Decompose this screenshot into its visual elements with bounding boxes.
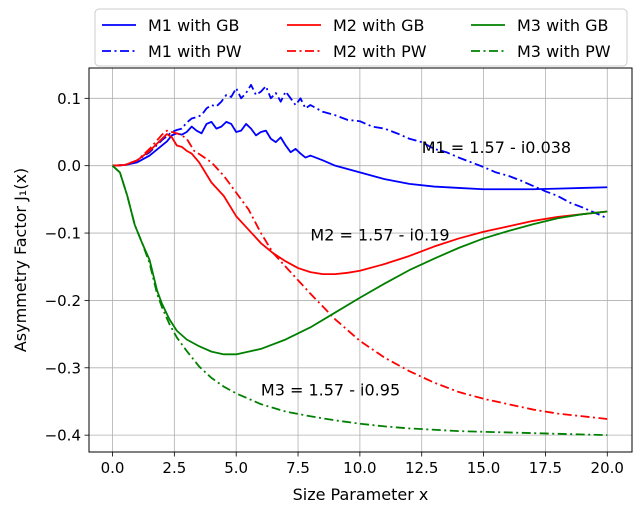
plot-area-frame — [88, 67, 633, 453]
axis-ticks: 0.0 2.5 5.0 7.5 10.0 12.5 15.0 17.5 20.0 −0.4 −0.3… — [45, 90, 624, 477]
series-line-m1-with-gb — [112, 120, 608, 191]
series-line-m3-with-gb — [111, 165, 608, 356]
x-tick-label: 20.0 — [591, 459, 624, 477]
series-line-m1-with-pw — [112, 83, 608, 220]
y-tick-label: −0.3 — [45, 359, 81, 377]
x-tick-label: 2.5 — [162, 459, 186, 477]
x-axis-label: Size Parameter x — [293, 485, 429, 504]
series-layer — [111, 83, 608, 437]
legend-entry-label: M3 with GB — [517, 16, 608, 35]
y-tick-label: 0.0 — [57, 157, 81, 175]
series-line-m3-with-pw — [111, 165, 608, 437]
x-tick-label: 15.0 — [467, 459, 500, 477]
legend-entry-label: M1 with PW — [148, 42, 242, 61]
x-tick-label: 0.0 — [101, 459, 125, 477]
annotations: M1 = 1.57 - i0.038 M2 = 1.57 - i0.19 M3 = … — [261, 138, 571, 400]
y-tick-label: −0.4 — [45, 427, 81, 445]
annotation-label: M2 = 1.57 - i0.19 — [310, 225, 449, 244]
x-tick-label: 17.5 — [529, 459, 562, 477]
x-tick-label: 5.0 — [224, 459, 248, 477]
legend-entry-label: M1 with GB — [148, 16, 239, 35]
y-tick-label: −0.1 — [45, 225, 81, 243]
y-tick-label: −0.2 — [45, 292, 81, 310]
grid-lines — [89, 68, 632, 452]
annotation-label: M1 = 1.57 - i0.038 — [422, 138, 571, 157]
x-tick-label: 7.5 — [286, 459, 310, 477]
x-tick-label: 12.5 — [405, 459, 438, 477]
annotation-label: M3 = 1.57 - i0.95 — [261, 380, 400, 399]
series-line-m2-with-pw — [112, 129, 608, 420]
y-axis-label: Asymmetry Factor J₁(x) — [11, 168, 30, 352]
legend-entry-label: M2 with GB — [333, 16, 424, 35]
x-tick-label: 10.0 — [343, 459, 376, 477]
y-tick-label: 0.1 — [57, 90, 81, 108]
legend: M1 with GB M1 with PW M2 with GB M2 with PW… — [94, 8, 628, 67]
legend-entry-label: M2 with PW — [333, 42, 427, 61]
legend-entry-label: M3 with PW — [517, 42, 611, 61]
